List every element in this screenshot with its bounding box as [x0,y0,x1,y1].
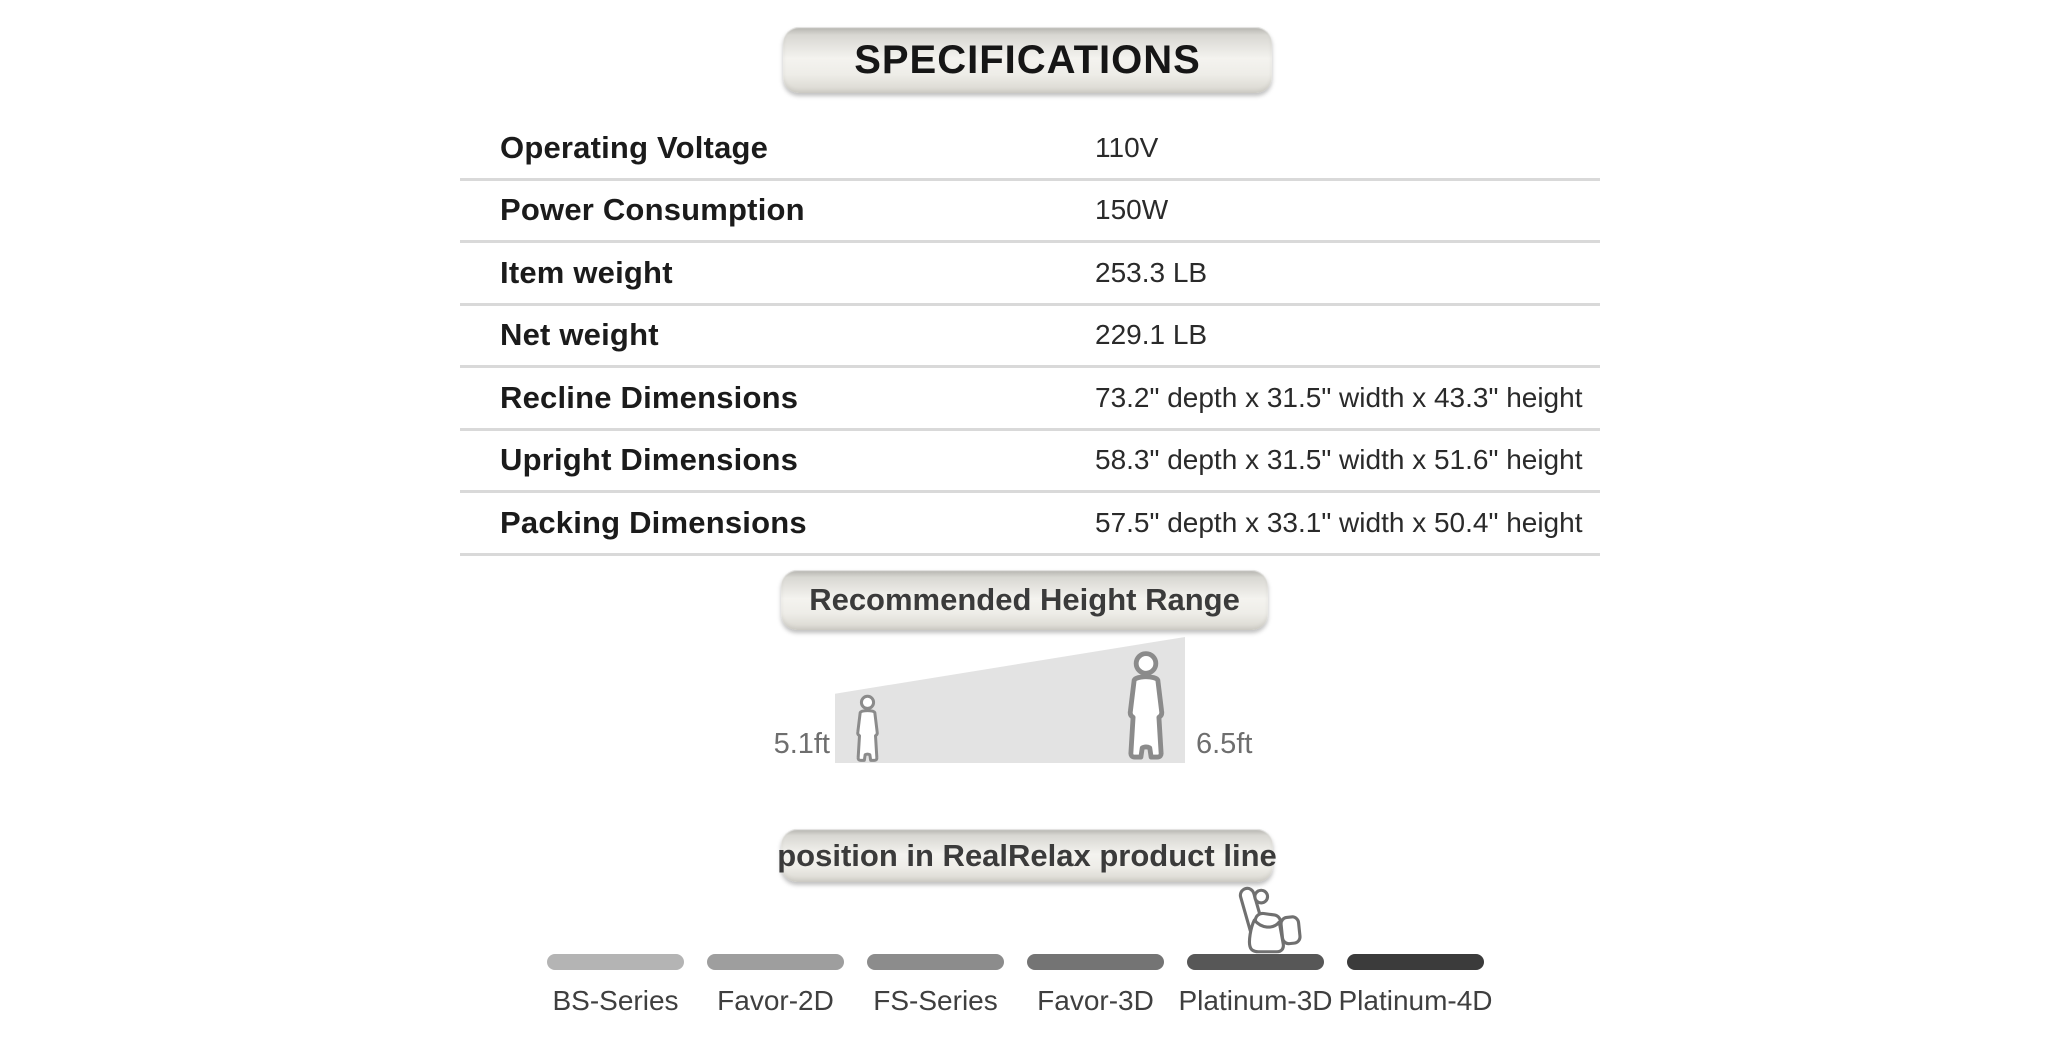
series-label: Platinum-4D [1338,985,1493,1016]
specifications-title: SPECIFICATIONS [854,37,1201,82]
series-bar [547,954,684,970]
height-range-header-badge: Recommended Height Range [781,570,1268,630]
max-height-label: 6.5ft [1196,728,1253,760]
table-row: Recline Dimensions 73.2" depth x 31.5" w… [460,368,1600,431]
spec-label: Operating Voltage [500,129,769,165]
product-line-item: Platinum-4D [1338,954,1493,1017]
series-bar [1027,954,1164,970]
table-row: Power Consumption 150W [460,181,1600,243]
series-bar [707,954,844,970]
table-row: Item weight 253.3 LB [460,243,1600,306]
table-row: Operating Voltage 110V [460,118,1600,181]
product-line-item: Favor-3D [1027,954,1164,1017]
spec-label: Recline Dimensions [500,379,799,415]
series-bar [1347,954,1484,970]
spec-label: Net weight [500,317,659,353]
spec-label: Power Consumption [500,192,805,228]
product-line-chart: BS-Series Favor-2D FS-Series Favor-3D Pl… [547,954,1493,1017]
product-line-item: Favor-2D [707,954,844,1017]
table-row: Upright Dimensions 58.3" depth x 31.5" w… [460,431,1600,493]
height-range-title: Recommended Height Range [809,582,1240,617]
spec-value: 58.3" depth x 31.5" width x 51.6" height [1095,444,1583,476]
spec-label: Packing Dimensions [500,504,807,540]
spec-value: 229.1 LB [1095,319,1208,351]
spec-value: 253.3 LB [1095,256,1208,288]
series-bar [1187,954,1324,970]
series-label: Platinum-3D [1178,985,1333,1016]
product-line-item: FS-Series [867,954,1004,1017]
table-row: Net weight 229.1 LB [460,306,1600,368]
series-label: Favor-3D [1037,985,1154,1016]
spec-value: 110V [1095,131,1159,163]
series-label: Favor-2D [717,985,834,1016]
spec-value: 73.2" depth x 31.5" width x 43.3" height [1095,381,1583,413]
table-row: Packing Dimensions 57.5" depth x 33.1" w… [460,493,1600,556]
series-bar [867,954,1004,970]
product-line-item-current: Platinum-3D [1178,954,1333,1017]
series-label: FS-Series [873,985,998,1016]
spec-value: 150W [1095,194,1169,226]
specifications-header-badge: SPECIFICATIONS [783,27,1272,93]
person-outline-icon [1116,650,1176,763]
min-height-label: 5.1ft [773,728,830,760]
product-line-item: BS-Series [547,954,684,1017]
specifications-table: Operating Voltage 110V Power Consumption… [460,118,1600,556]
series-label: BS-Series [552,985,679,1016]
recliner-chair-icon [1238,886,1302,954]
person-outline-icon [856,694,879,762]
product-line-title: position in RealRelax product line [777,837,1277,873]
product-line-header-badge: position in RealRelax product line [777,829,1277,882]
spec-label: Upright Dimensions [500,442,799,478]
spec-label: Item weight [500,254,673,290]
spec-value: 57.5" depth x 33.1" width x 50.4" height [1095,506,1583,538]
